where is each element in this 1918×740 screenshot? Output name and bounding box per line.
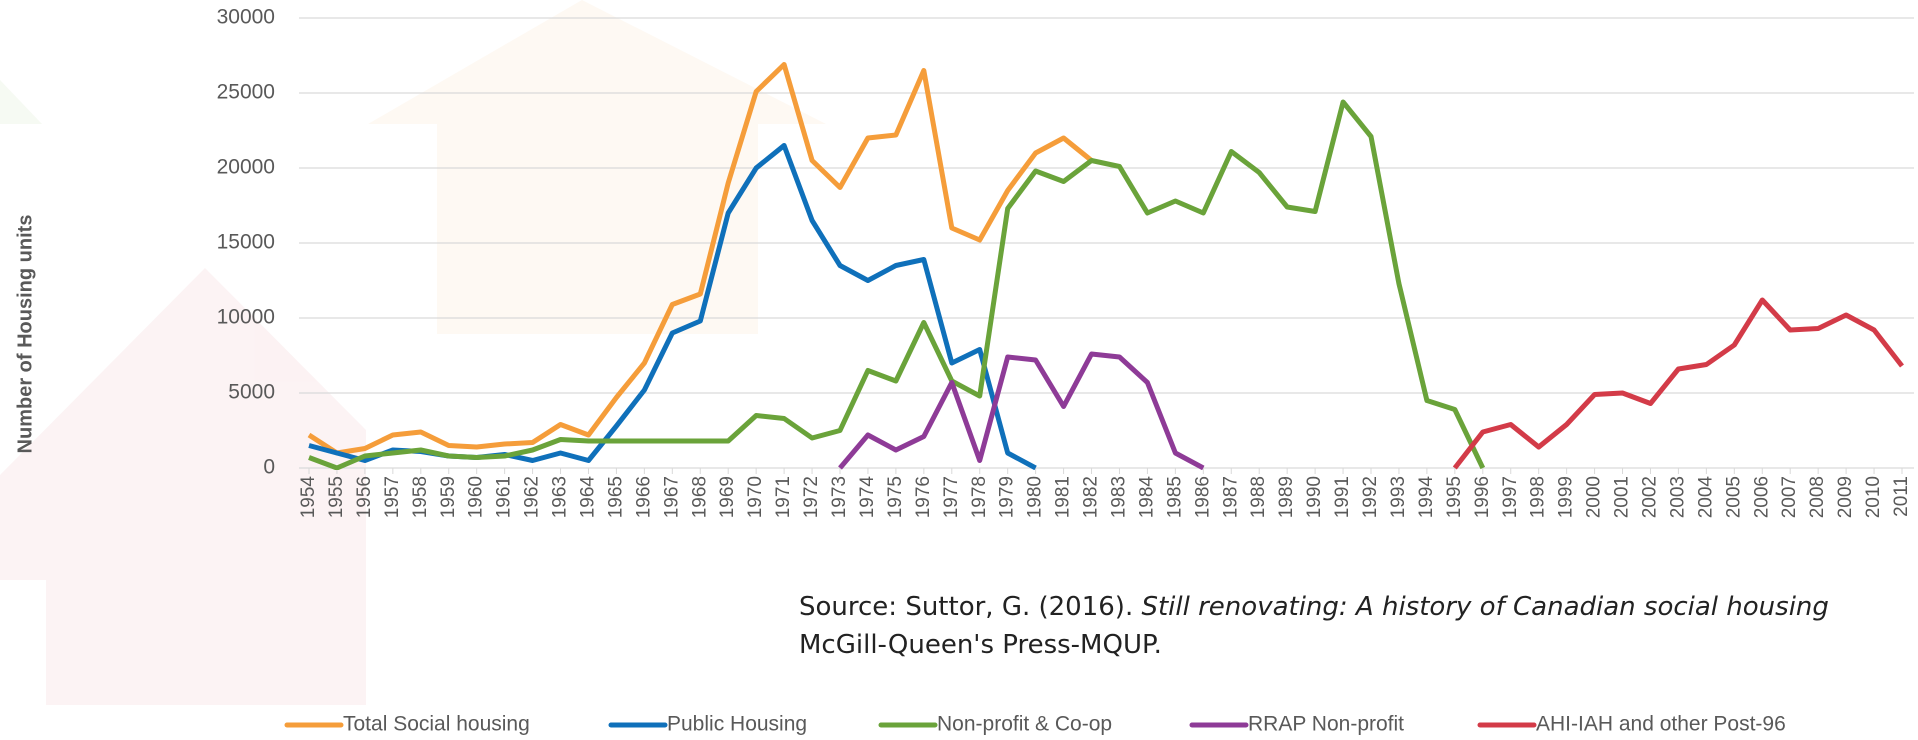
x-tick-label: 1963 [550,476,571,518]
x-tick-label: 1973 [829,476,850,518]
x-tick-label: 1970 [745,476,766,518]
x-tick-label: 1993 [1388,476,1409,518]
x-tick-label: 1995 [1444,476,1465,518]
series-line [307,62,1094,456]
x-tick-label: 2007 [1779,476,1800,518]
x-tick-label: 1958 [410,476,431,518]
series-line [1452,297,1904,470]
x-tick-label: 1975 [885,476,906,518]
source-title: Still renovating: A history of Canadian … [1141,592,1829,622]
x-tick-label: 1997 [1500,476,1521,518]
x-tick-label: 2009 [1835,476,1856,518]
legend-label: AHI-IAH and other Post-96 [1536,713,1786,736]
x-tick-label: 1954 [298,476,319,519]
x-tick-label: 1985 [1164,476,1185,518]
x-tick-label: 1977 [941,476,962,518]
legend-label: Public Housing [667,713,807,736]
x-tick-label: 1991 [1332,476,1353,518]
x-tick-label: 1967 [661,476,682,518]
y-axis-label: Number of Housing units [14,215,36,454]
y-tick-label: 5000 [228,381,275,404]
x-tick-label: 1961 [494,476,515,518]
x-tick-label: 1987 [1220,476,1241,518]
x-tick-label: 1959 [438,476,459,518]
background-decoration [0,0,826,705]
x-tick-label: 1988 [1248,476,1269,518]
x-tick-label: 2004 [1695,476,1716,519]
x-tick-label: 2002 [1639,476,1660,518]
x-tick-label: 1964 [577,476,598,519]
series-line [308,99,1486,470]
source-note: Source: Suttor, G. (2016). Still renovat… [799,588,1914,664]
x-tick-label: 1962 [522,476,543,518]
series-line [838,351,1205,470]
x-tick-label: 1990 [1304,476,1325,518]
x-tick-label: 1960 [466,476,487,518]
legend-label: RRAP Non-profit [1248,713,1404,736]
x-tick-label: 1980 [1025,476,1046,518]
y-tick-label: 20000 [217,156,275,179]
y-tick-label: 10000 [217,306,275,329]
x-tick-label: 2005 [1723,476,1744,518]
x-tick-label: 2001 [1612,476,1633,518]
x-tick-label: 1955 [326,476,347,518]
x-tick-label: 2006 [1751,476,1772,518]
x-tick-label: 1965 [605,476,626,518]
x-tick-label: 1981 [1053,476,1074,518]
x-tick-label: 1966 [633,476,654,518]
y-tick-label: 30000 [217,6,275,29]
y-tick-label: 25000 [217,81,275,104]
x-tick-label: 1989 [1276,476,1297,518]
x-tick-label: 2008 [1807,476,1828,518]
x-tick-label: 2003 [1667,476,1688,518]
x-tick-label: 1999 [1556,476,1577,518]
x-tick-label: 1992 [1360,476,1381,518]
source-prefix: Source: Suttor, G. (2016). [799,592,1134,622]
y-tick-label: 0 [263,456,275,479]
x-tick-label: 1994 [1416,476,1437,519]
source-publisher: McGill-Queen's Press-MQUP. [799,630,1162,660]
x-tick-label: 2011 [1891,476,1912,517]
x-tick-label: 1982 [1081,476,1102,518]
y-tick-label: 15000 [217,231,275,254]
x-tick-label: 1983 [1108,476,1129,518]
x-tick-label: 1979 [997,476,1018,518]
x-tick-label: 1984 [1136,476,1157,519]
x-tick-label: 1972 [801,476,822,518]
x-tick-label: 1957 [382,476,403,518]
x-tick-label: 2000 [1584,476,1605,518]
legend-label: Non-profit & Co-op [937,713,1112,736]
legend-label: Total Social housing [343,713,530,736]
x-tick-label: 1996 [1472,476,1493,518]
x-tick-label: 1969 [717,476,738,518]
x-tick-label: 1971 [773,476,794,518]
x-tick-label: 1986 [1192,476,1213,518]
x-tick-label: 1974 [857,476,878,519]
x-tick-label: 1956 [354,476,375,518]
x-tick-label: 1978 [969,476,990,518]
x-tick-label: 1998 [1528,476,1549,518]
x-tick-label: 1976 [913,476,934,518]
x-tick-label: 2010 [1863,476,1884,518]
x-tick-label: 1968 [689,476,710,518]
